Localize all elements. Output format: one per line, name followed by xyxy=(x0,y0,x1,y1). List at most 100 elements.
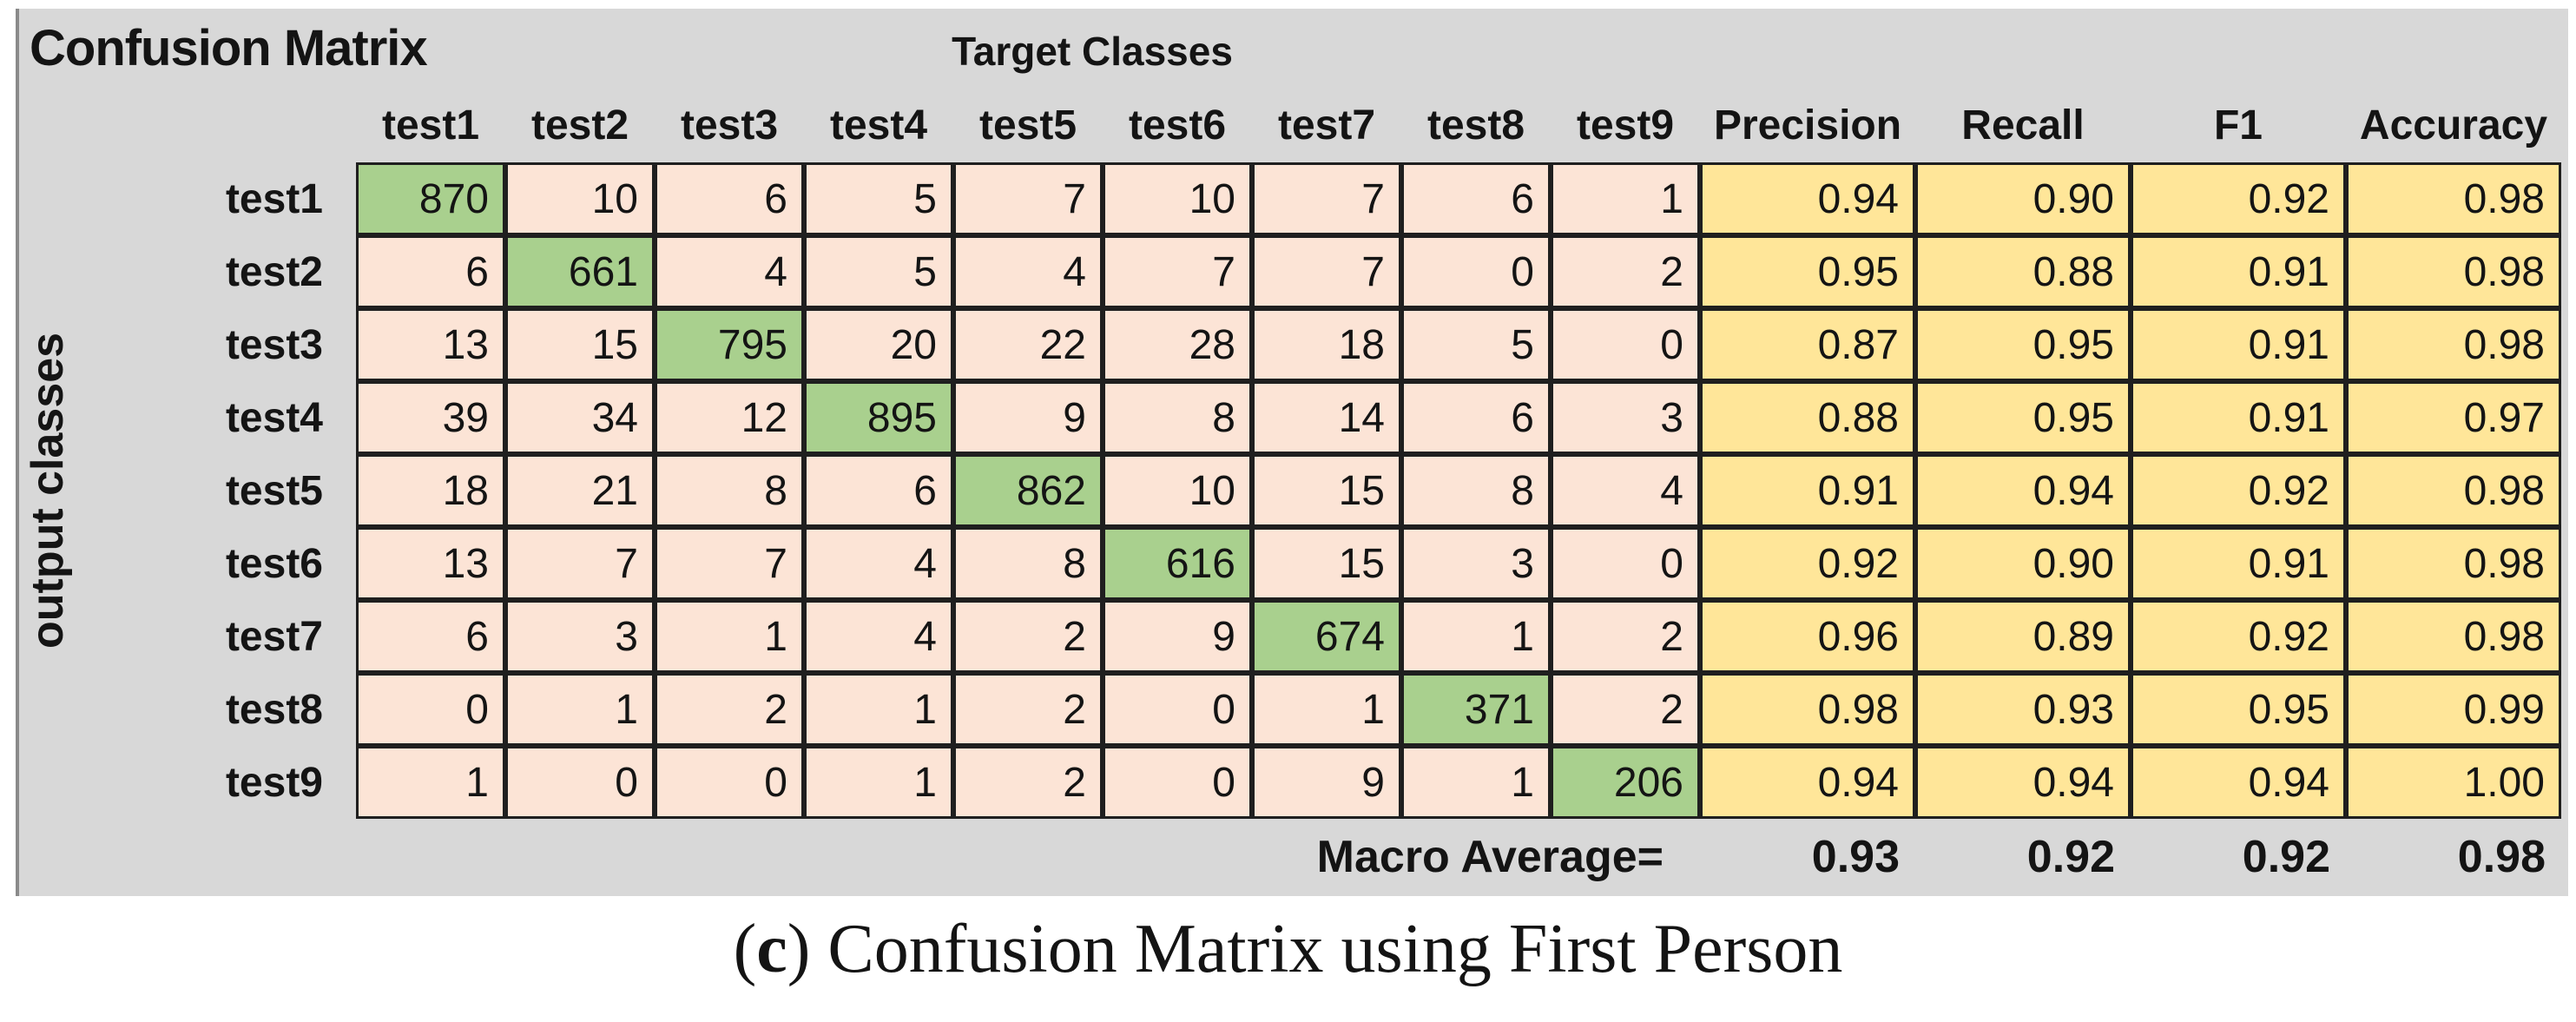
metric-cell-test2-f1: 0.91 xyxy=(2131,235,2346,308)
matrix-grid: test1 870 10 6 5 7 10 7 6 1 0.94 0.90 0.92 0.98 test2 6… xyxy=(17,162,2561,819)
matrix-cell-test8-test7: 1 xyxy=(1252,673,1401,746)
matrix-cell-test2-test6: 7 xyxy=(1103,235,1252,308)
metric-cell-test8-accuracy: 0.99 xyxy=(2346,673,2561,746)
row-label-test9: test9 xyxy=(225,759,323,806)
matrix-cell-test9-test7: 9 xyxy=(1252,746,1401,819)
metric-cell-test2-accuracy: 0.98 xyxy=(2346,235,2561,308)
matrix-cell-test8-test1: 0 xyxy=(356,673,505,746)
matrix-cell-test5-test3: 8 xyxy=(655,454,804,527)
matrix-cell-test4-test8: 6 xyxy=(1401,381,1551,454)
metric-cell-test1-recall: 0.90 xyxy=(1915,162,2131,235)
column-header-test7: test7 xyxy=(1277,102,1376,148)
matrix-cell-test4-test4: 895 xyxy=(804,381,953,454)
metric-cell-test7-precision: 0.96 xyxy=(1700,600,1915,673)
row-label-test7: test7 xyxy=(225,613,323,660)
matrix-cell-test1-test1: 870 xyxy=(356,162,505,235)
metric-cell-test4-recall: 0.95 xyxy=(1915,381,2131,454)
matrix-cell-test7-test2: 3 xyxy=(505,600,655,673)
metric-cell-test5-accuracy: 0.98 xyxy=(2346,454,2561,527)
matrix-cell-test6-test9: 0 xyxy=(1551,527,1700,600)
matrix-cell-test3-test3: 795 xyxy=(655,308,804,381)
metric-cell-test7-recall: 0.89 xyxy=(1915,600,2131,673)
metric-cell-test9-accuracy: 1.00 xyxy=(2346,746,2561,819)
matrix-cell-test7-test1: 6 xyxy=(356,600,505,673)
metric-cell-test6-precision: 0.92 xyxy=(1700,527,1915,600)
metric-cell-test6-f1: 0.91 xyxy=(2131,527,2346,600)
column-header-test6: test6 xyxy=(1128,102,1227,148)
row-label-test8: test8 xyxy=(225,686,323,733)
matrix-cell-test4-test9: 3 xyxy=(1551,381,1700,454)
matrix-cell-test3-test8: 5 xyxy=(1401,308,1551,381)
metric-cell-test9-precision: 0.94 xyxy=(1700,746,1915,819)
metric-cell-test3-recall: 0.95 xyxy=(1915,308,2131,381)
column-headers: test1 test2 test3 test4 test5 test6 test7 test8… xyxy=(356,96,2561,155)
matrix-cell-test8-test8: 371 xyxy=(1401,673,1551,746)
metric-cell-test5-recall: 0.94 xyxy=(1915,454,2131,527)
matrix-cell-test8-test5: 2 xyxy=(953,673,1103,746)
metric-cell-test7-accuracy: 0.98 xyxy=(2346,600,2561,673)
figure-caption: (c) Confusion Matrix using First Person xyxy=(0,910,2576,989)
row-label-test3: test3 xyxy=(225,321,323,368)
matrix-cell-test3-test4: 20 xyxy=(804,308,953,381)
macro-average-label: Macro Average= xyxy=(1316,832,1664,882)
matrix-cell-test3-test9: 0 xyxy=(1551,308,1700,381)
metric-cell-test4-f1: 0.91 xyxy=(2131,381,2346,454)
matrix-cell-test1-test4: 5 xyxy=(804,162,953,235)
matrix-cell-test9-test6: 0 xyxy=(1103,746,1252,819)
metric-cell-test3-precision: 0.87 xyxy=(1700,308,1915,381)
metric-cell-test9-f1: 0.94 xyxy=(2131,746,2346,819)
column-header-recall: Recall xyxy=(1961,102,2085,148)
matrix-cell-test1-test8: 6 xyxy=(1401,162,1551,235)
matrix-cell-test9-test5: 2 xyxy=(953,746,1103,819)
matrix-cell-test8-test6: 0 xyxy=(1103,673,1252,746)
row-label-test2: test2 xyxy=(225,248,323,295)
matrix-cell-test1-test7: 7 xyxy=(1252,162,1401,235)
matrix-cell-test7-test5: 2 xyxy=(953,600,1103,673)
matrix-cell-test9-test2: 0 xyxy=(505,746,655,819)
matrix-cell-test9-test1: 1 xyxy=(356,746,505,819)
matrix-cell-test1-test3: 6 xyxy=(655,162,804,235)
matrix-cell-test9-test3: 0 xyxy=(655,746,804,819)
matrix-cell-test5-test5: 862 xyxy=(953,454,1103,527)
matrix-cell-test3-test5: 22 xyxy=(953,308,1103,381)
metric-cell-test6-accuracy: 0.98 xyxy=(2346,527,2561,600)
matrix-cell-test8-test2: 1 xyxy=(505,673,655,746)
column-header-test3: test3 xyxy=(680,102,779,148)
matrix-cell-test2-test2: 661 xyxy=(505,235,655,308)
metric-cell-test8-precision: 0.98 xyxy=(1700,673,1915,746)
matrix-cell-test6-test1: 13 xyxy=(356,527,505,600)
matrix-cell-test6-test8: 3 xyxy=(1401,527,1551,600)
matrix-cell-test2-test1: 6 xyxy=(356,235,505,308)
column-header-test8: test8 xyxy=(1426,102,1525,148)
matrix-cell-test4-test2: 34 xyxy=(505,381,655,454)
row-label-test4: test4 xyxy=(225,394,323,441)
matrix-cell-test3-test7: 18 xyxy=(1252,308,1401,381)
metric-cell-test2-recall: 0.88 xyxy=(1915,235,2131,308)
caption-prefix: ( xyxy=(733,911,757,987)
matrix-cell-test7-test7: 674 xyxy=(1252,600,1401,673)
matrix-cell-test8-test3: 2 xyxy=(655,673,804,746)
metric-cell-test2-precision: 0.95 xyxy=(1700,235,1915,308)
metric-cell-test3-accuracy: 0.98 xyxy=(2346,308,2561,381)
matrix-cell-test7-test4: 4 xyxy=(804,600,953,673)
row-label-test1: test1 xyxy=(225,175,323,222)
matrix-cell-test2-test9: 2 xyxy=(1551,235,1700,308)
matrix-cell-test6-test5: 8 xyxy=(953,527,1103,600)
matrix-cell-test3-test1: 13 xyxy=(356,308,505,381)
matrix-cell-test2-test7: 7 xyxy=(1252,235,1401,308)
column-header-precision: Precision xyxy=(1713,102,1902,148)
metric-cell-test5-precision: 0.91 xyxy=(1700,454,1915,527)
metric-cell-test6-recall: 0.90 xyxy=(1915,527,2131,600)
column-header-accuracy: Accuracy xyxy=(2359,102,2548,148)
metric-cell-test1-f1: 0.92 xyxy=(2131,162,2346,235)
metric-cell-test8-f1: 0.95 xyxy=(2131,673,2346,746)
metric-cell-test1-precision: 0.94 xyxy=(1700,162,1915,235)
matrix-cell-test4-test1: 39 xyxy=(356,381,505,454)
matrix-cell-test5-test6: 10 xyxy=(1103,454,1252,527)
column-header-test2: test2 xyxy=(530,102,629,148)
metric-cell-test5-f1: 0.92 xyxy=(2131,454,2346,527)
metric-cell-test9-recall: 0.94 xyxy=(1915,746,2131,819)
metric-cell-test4-accuracy: 0.97 xyxy=(2346,381,2561,454)
matrix-cell-test6-test6: 616 xyxy=(1103,527,1252,600)
caption-text: ) Confusion Matrix using First Person xyxy=(787,911,1843,987)
